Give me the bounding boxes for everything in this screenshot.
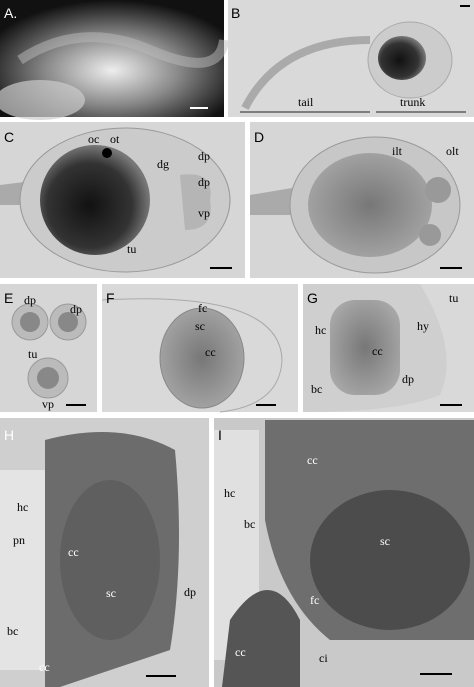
- label: dp: [198, 175, 210, 189]
- label: dg: [157, 157, 169, 171]
- label: trunk: [400, 95, 425, 109]
- label: sc: [380, 534, 390, 548]
- label: oc: [88, 132, 99, 146]
- label: ot: [110, 132, 120, 146]
- panel-letter: F: [106, 290, 115, 306]
- label: sc: [195, 319, 205, 333]
- panel-letter: H: [4, 427, 14, 443]
- label: cc: [235, 645, 246, 659]
- panel-f: F fc sc cc: [101, 284, 298, 413]
- label: tu: [449, 291, 458, 305]
- panel-letter: I: [218, 427, 222, 443]
- label: dp: [70, 302, 82, 316]
- label: bc: [7, 624, 18, 638]
- panel-letter: C: [4, 129, 14, 145]
- label: cc: [372, 344, 383, 358]
- label: cc: [205, 345, 216, 359]
- panel-letter: A.: [4, 5, 17, 21]
- panel-e: E dp dp tu vp: [0, 284, 97, 412]
- panel-i: I cc hc bc sc fc cc ci: [214, 418, 474, 687]
- panel-d: D ilt olt: [250, 122, 474, 278]
- label: fc: [198, 301, 207, 315]
- label: olt: [446, 144, 459, 158]
- label: dp: [24, 293, 36, 307]
- panel-h: H hc pn cc sc bc cc dp: [0, 418, 209, 687]
- label: vp: [42, 397, 54, 411]
- label: ilt: [392, 144, 403, 158]
- label: cc: [68, 545, 79, 559]
- panel-letter: D: [254, 129, 264, 145]
- label: bc: [311, 382, 322, 396]
- label: fc: [310, 593, 319, 607]
- label: hc: [224, 486, 235, 500]
- label: tu: [28, 347, 37, 361]
- panel-c: C oc ot dg dp dp vp tu: [0, 122, 245, 278]
- label: vp: [198, 206, 210, 220]
- label: hc: [17, 500, 28, 514]
- label: dp: [198, 149, 210, 163]
- panel-letter: B: [231, 5, 240, 21]
- panel-g: G tu hy hc cc dp bc: [303, 284, 474, 412]
- label: tu: [127, 242, 136, 256]
- label: ci: [319, 651, 328, 665]
- panel-b: B tail trunk: [228, 0, 474, 117]
- panel-letter: G: [307, 290, 318, 306]
- label: cc: [307, 453, 318, 467]
- label: dp: [184, 585, 196, 599]
- label: sc: [106, 586, 116, 600]
- label: hc: [315, 323, 326, 337]
- label: tail: [298, 95, 314, 109]
- label: bc: [244, 517, 255, 531]
- label: cc: [39, 660, 50, 674]
- label: pn: [13, 533, 25, 547]
- label: dp: [402, 372, 414, 386]
- panel-a: A.: [0, 0, 229, 120]
- label: hy: [417, 319, 429, 333]
- panel-letter: E: [4, 290, 13, 306]
